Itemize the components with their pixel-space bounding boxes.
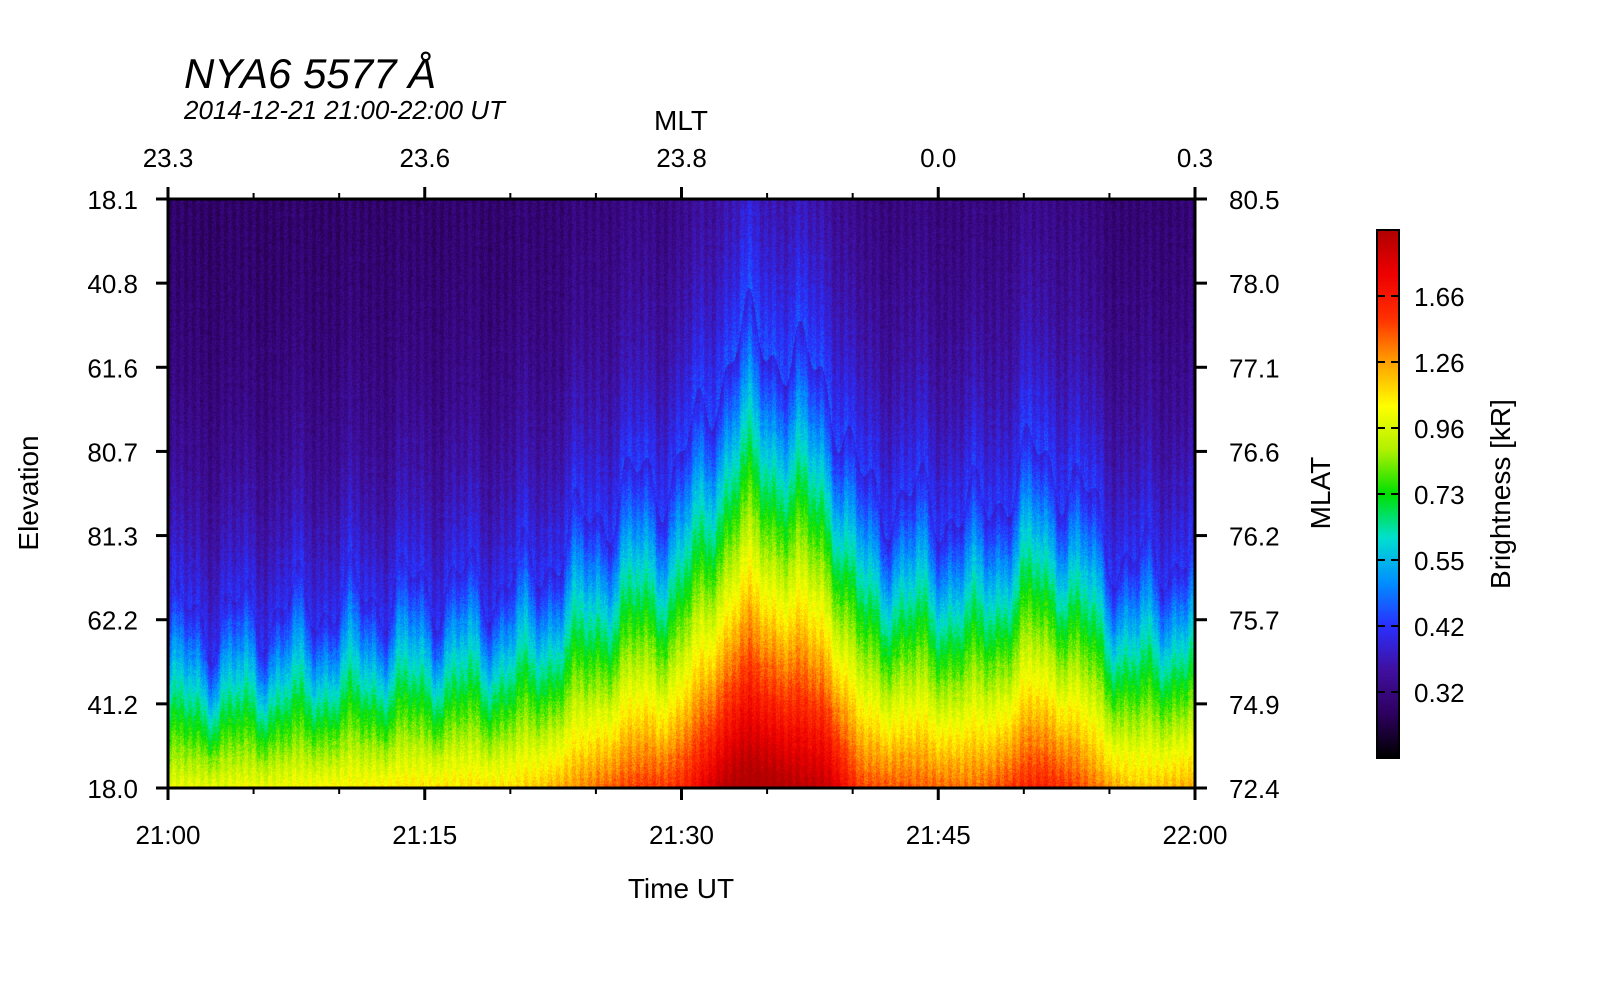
top-tick-label: 23.8 bbox=[656, 143, 707, 173]
colorbar-label: Brightness [kR] bbox=[1485, 399, 1516, 589]
y-tick-label: 41.2 bbox=[87, 690, 138, 720]
top-tick-label: 23.6 bbox=[399, 143, 450, 173]
colorbar-tick-label: 1.26 bbox=[1414, 348, 1465, 378]
right-axis-label: MLAT bbox=[1305, 457, 1336, 530]
colorbar-tick-label: 0.42 bbox=[1414, 612, 1465, 642]
y-tick-label: 18.1 bbox=[87, 185, 138, 215]
top-axis-ticks: 23.3 23.6 23.8 0.0 0.3 bbox=[143, 143, 1213, 199]
right-axis-ticks: 80.5 78.0 77.1 76.6 76.2 75.7 74.9 72.4 bbox=[1195, 185, 1280, 804]
x-tick-label: 22:00 bbox=[1162, 820, 1227, 850]
x-axis-ticks: 21:00 21:15 21:30 21:45 22:00 bbox=[135, 788, 1228, 850]
right-tick-label: 72.4 bbox=[1229, 774, 1280, 804]
y-tick-label: 61.6 bbox=[87, 353, 138, 383]
chart-subtitle: 2014-12-21 21:00-22:00 UT bbox=[183, 95, 507, 125]
right-tick-label: 77.1 bbox=[1229, 353, 1280, 383]
colorbar-tick-label: 0.73 bbox=[1414, 480, 1465, 510]
top-tick-label: 0.0 bbox=[920, 143, 956, 173]
x-tick-label: 21:45 bbox=[906, 820, 971, 850]
y-axis-label: Elevation bbox=[13, 435, 44, 550]
y-tick-label: 40.8 bbox=[87, 269, 138, 299]
right-tick-label: 75.7 bbox=[1229, 606, 1280, 636]
right-tick-label: 80.5 bbox=[1229, 185, 1280, 215]
plot-frame bbox=[166, 197, 1197, 790]
top-tick-label: 23.3 bbox=[143, 143, 194, 173]
colorbar-tick-label: 0.55 bbox=[1414, 546, 1465, 576]
keogram-heatmap bbox=[168, 199, 1195, 788]
y-tick-label: 81.3 bbox=[87, 522, 138, 552]
y-axis-ticks: 18.1 40.8 61.6 80.7 81.3 62.2 41.2 18.0 bbox=[87, 185, 168, 804]
colorbar-ticks: 1.66 1.26 0.96 0.73 0.55 0.42 0.32 bbox=[1377, 282, 1465, 708]
x-tick-label: 21:15 bbox=[392, 820, 457, 850]
top-axis-label: MLT bbox=[654, 105, 708, 136]
x-tick-label: 21:30 bbox=[649, 820, 714, 850]
chart-title: NYA6 5577 Å bbox=[184, 50, 436, 97]
right-tick-label: 74.9 bbox=[1229, 690, 1280, 720]
x-tick-label: 21:00 bbox=[135, 820, 200, 850]
x-axis-label: Time UT bbox=[628, 873, 734, 904]
top-tick-label: 0.3 bbox=[1177, 143, 1213, 173]
right-tick-label: 78.0 bbox=[1229, 269, 1280, 299]
right-tick-label: 76.2 bbox=[1229, 522, 1280, 552]
right-tick-label: 76.6 bbox=[1229, 437, 1280, 467]
colorbar-tick-label: 0.32 bbox=[1414, 678, 1465, 708]
colorbar-tick-label: 0.96 bbox=[1414, 414, 1465, 444]
y-tick-label: 80.7 bbox=[87, 437, 138, 467]
y-tick-label: 62.2 bbox=[87, 606, 138, 636]
y-tick-label: 18.0 bbox=[87, 774, 138, 804]
colorbar-tick-label: 1.66 bbox=[1414, 282, 1465, 312]
